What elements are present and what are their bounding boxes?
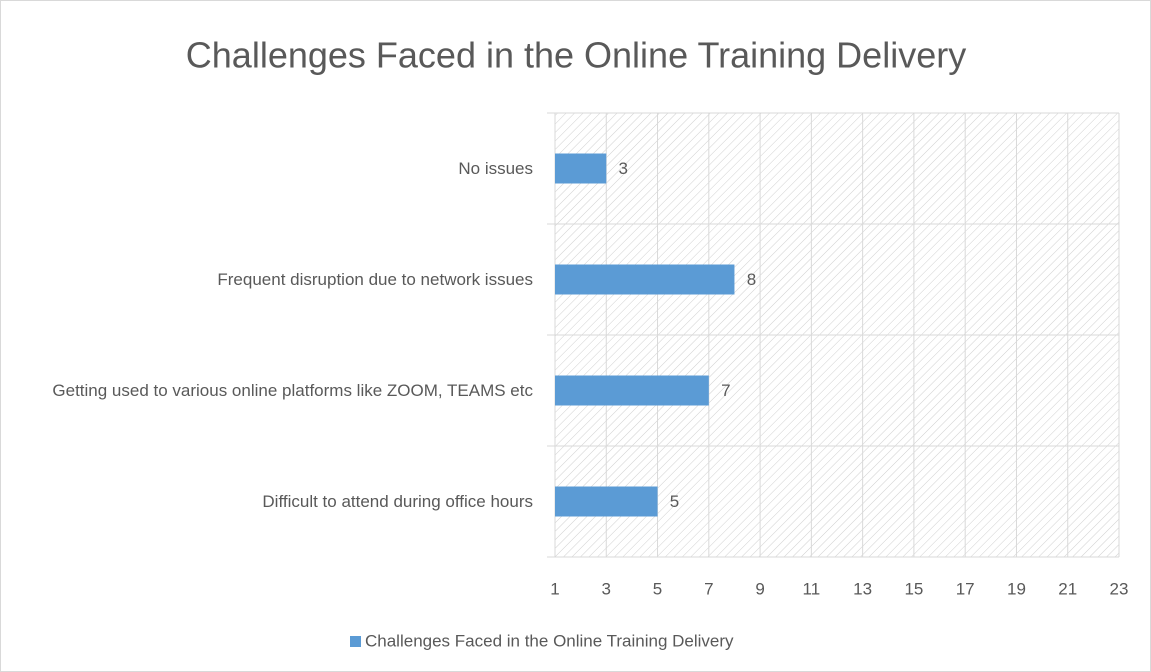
y-tick-label: Getting used to various online platforms… [52,380,533,400]
data-label: 3 [619,159,628,178]
bar [555,375,709,406]
y-tick-label-box: Difficult to attend during office hours [3,490,533,514]
x-tick-label: 19 [1007,579,1026,598]
x-tick-label: 3 [602,579,611,598]
x-tick-label: 1 [550,579,559,598]
bar [555,486,658,517]
x-tick-label: 11 [803,579,821,598]
x-tick-label: 15 [904,579,923,598]
x-tick-label: 21 [1058,579,1077,598]
y-tick-label-box: Getting used to various online platforms… [3,379,533,403]
data-label: 8 [747,270,756,289]
bar [555,264,735,295]
x-tick-label: 23 [1110,579,1129,598]
x-tick-label: 17 [956,579,975,598]
legend-label: Challenges Faced in the Online Training … [365,631,734,650]
x-tick-label: 13 [853,579,872,598]
data-label: 7 [721,381,730,400]
y-tick-label: Frequent disruption due to network issue… [217,269,533,289]
y-tick-label-box: Frequent disruption due to network issue… [3,268,533,292]
x-tick-label: 5 [653,579,662,598]
data-label: 5 [670,492,679,511]
bar [555,153,607,184]
y-tick-label: Difficult to attend during office hours [262,491,533,511]
x-tick-label: 7 [704,579,713,598]
y-tick-label-box: No issues [3,157,533,181]
x-tick-label: 9 [755,579,764,598]
legend-swatch [350,636,361,647]
y-tick-label: No issues [458,158,533,178]
chart-title: Challenges Faced in the Online Training … [186,35,966,76]
